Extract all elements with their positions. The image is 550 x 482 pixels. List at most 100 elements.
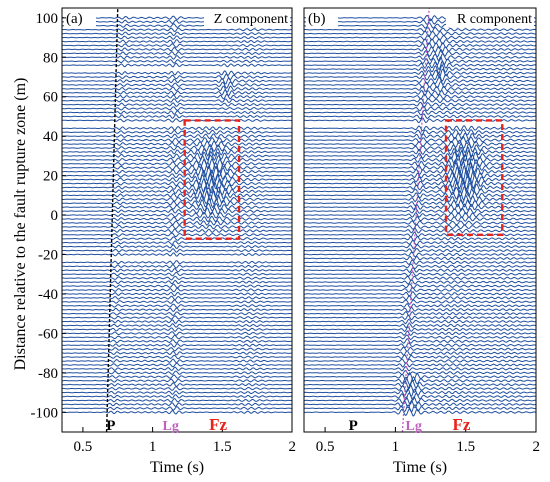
seismogram-trace — [304, 101, 536, 108]
seismogram-trace — [62, 311, 292, 317]
seismogram-trace — [304, 185, 536, 197]
seismogram-trace — [304, 38, 536, 46]
seismogram-trace — [62, 147, 292, 157]
seismogram-trace — [304, 113, 536, 120]
seismogram-trace — [304, 396, 536, 405]
panel-a-label: (a) — [66, 11, 83, 27]
panel-b-x-ticks: 0.5 1 1.5 2 — [316, 427, 540, 455]
y-tick-label: 60 — [43, 90, 58, 106]
seismogram-trace — [62, 35, 292, 40]
y-tick-label: 0 — [51, 208, 59, 224]
seismogram-trace — [62, 334, 292, 340]
phase-label-lg: Lg — [163, 419, 179, 434]
seismogram-trace — [62, 114, 292, 119]
seismogram-trace — [62, 194, 292, 205]
seismogram-trace — [62, 382, 292, 387]
panel-a-markers — [105, 7, 241, 433]
seismogram-trace — [304, 271, 536, 277]
seismogram-trace — [304, 334, 536, 340]
y-tick-label: 20 — [43, 169, 58, 185]
seismogram-trace — [62, 110, 292, 115]
seismogram-trace — [62, 77, 292, 85]
seismogram-trace — [62, 232, 292, 238]
seismogram-trace — [62, 43, 292, 48]
seismogram-trace — [304, 303, 536, 309]
seismogram-trace — [304, 105, 536, 112]
seismogram-trace — [304, 109, 536, 116]
seismogram-trace — [304, 392, 536, 401]
seismogram-trace — [304, 220, 536, 226]
seismogram-trace — [62, 390, 292, 395]
seismogram-trace — [304, 173, 536, 187]
seismogram-trace — [62, 331, 292, 336]
seismogram-trace — [62, 102, 292, 107]
seismogram-trace — [62, 374, 292, 379]
seismogram-trace — [62, 350, 292, 356]
panel-b-label-bg — [306, 9, 338, 27]
seismogram-trace — [304, 128, 536, 136]
seismogram-trace — [62, 248, 292, 253]
phase-label-fz: Fz — [453, 415, 471, 434]
seismogram-trace — [304, 404, 536, 413]
panel-b-phase-labels: P Lg Fz — [349, 415, 471, 434]
x-tick-label: 2 — [289, 439, 297, 455]
seismogram-trace — [62, 362, 292, 368]
seismogram-trace — [62, 70, 292, 77]
seismogram-trace — [304, 255, 536, 262]
seismogram-trace — [62, 206, 292, 216]
seismogram-trace — [304, 160, 536, 175]
panel-a-title-bg — [204, 9, 290, 27]
seismogram-trace — [62, 271, 292, 277]
panel-b: (b) R component 0.5 1 1.5 2 P Lg Fz Time (s) — [303, 7, 540, 476]
seismogram-trace — [304, 299, 536, 305]
seismogram-trace — [304, 342, 536, 348]
seismogram-trace — [304, 311, 536, 317]
trace-group — [62, 15, 292, 415]
seismogram-trace — [304, 181, 536, 194]
seismogram-trace — [62, 252, 292, 257]
seismogram-trace — [62, 299, 292, 304]
seismogram-trace — [304, 247, 536, 254]
seismogram-trace — [62, 151, 292, 162]
seismogram-trace — [304, 251, 536, 258]
seismogram-trace — [62, 220, 292, 226]
seismogram-trace — [304, 294, 536, 301]
seismogram-trace — [62, 394, 292, 399]
seismogram-trace — [304, 275, 536, 282]
seismogram-trace — [62, 126, 292, 131]
seismogram-trace — [62, 287, 292, 293]
seismogram-trace — [62, 406, 292, 411]
panel-a-phase-labels: P Lg Fz — [106, 415, 227, 434]
seismogram-trace — [304, 350, 536, 356]
seismogram-trace — [304, 56, 536, 66]
x-tick-label: 2 — [533, 439, 541, 455]
seismogram-trace — [62, 55, 292, 60]
seismogram-trace — [62, 81, 292, 89]
panel-a-x-ticks: 0.5 1 1.5 2 — [74, 427, 296, 455]
seismogram-trace — [304, 408, 536, 417]
panel-a-title: Z component — [214, 12, 288, 27]
seismogram-trace — [62, 410, 292, 415]
seismogram-trace — [62, 198, 292, 209]
seismogram-trace — [62, 215, 292, 223]
x-tick-label: 1.5 — [213, 439, 232, 455]
seismogram-trace — [304, 371, 536, 382]
seismogram-trace — [62, 85, 292, 93]
panel-a: (a) Z component -100 -80 -60 -40 -20 0 20 40 60 8… — [31, 7, 296, 476]
lg-arrival-line — [401, 7, 430, 433]
seismogram-trace — [62, 319, 292, 324]
seismogram-trace — [304, 388, 536, 398]
seismogram-trace — [62, 370, 292, 375]
seismogram-trace — [62, 137, 292, 144]
panel-b-markers — [401, 7, 504, 433]
seismogram-trace — [62, 240, 292, 245]
seismogram-trace — [304, 354, 536, 360]
seismogram-trace — [304, 322, 536, 329]
x-tick-label: 1 — [149, 439, 157, 455]
seismogram-trace — [62, 89, 292, 97]
seismogram-trace — [62, 173, 292, 186]
seismogram-trace — [62, 347, 292, 352]
seismogram-trace — [62, 98, 292, 103]
seismogram-trace — [62, 154, 292, 166]
seismogram-trace — [62, 169, 292, 183]
